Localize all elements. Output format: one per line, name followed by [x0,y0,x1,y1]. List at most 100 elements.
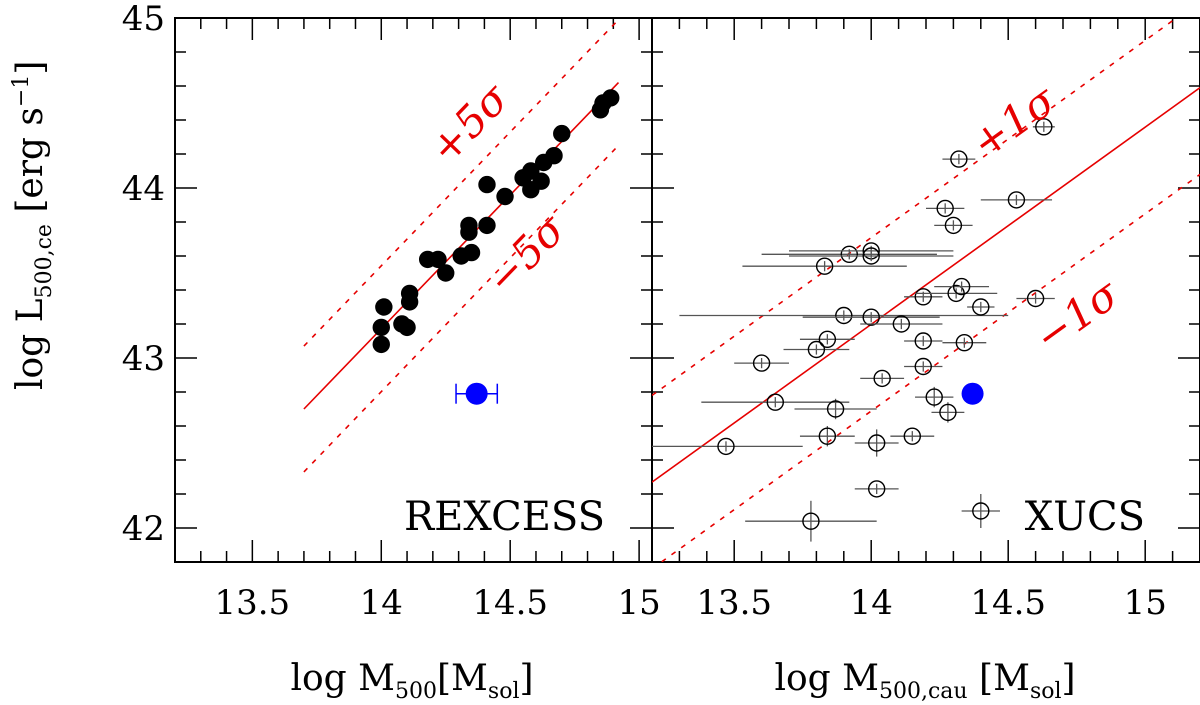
x-tick-label: 13.5 [214,583,290,623]
data-point [783,340,850,359]
point-marker [496,187,514,206]
point-marker [936,199,954,218]
panel-right: 13.5 14 14.5 15 +1σ −1σ XUCS [651,17,1200,623]
data-point [934,277,990,296]
data-point [904,357,943,376]
point-marker [460,216,478,235]
data-point [545,146,563,165]
point-marker [903,427,921,445]
highlight-point [455,382,499,405]
x-tick-label: 14.5 [472,583,548,623]
data-point [789,247,954,265]
highlight-marker [961,382,984,405]
data-point [372,318,390,337]
upper-band-label: +1σ [962,75,1065,168]
point-marker [717,437,735,456]
x-tick-label: 13.5 [696,583,772,623]
data-point [375,298,393,316]
panel-label: XUCS [1025,494,1145,540]
data-point [745,500,877,542]
point-marker [372,335,390,354]
data-point [398,318,416,337]
point-marker [752,354,771,372]
data-point [602,89,620,107]
point-marker [807,340,826,359]
point-marker [818,330,837,348]
data-point [761,245,937,264]
x-tick-label: 15 [1124,583,1167,623]
lower-band-line [660,173,1200,562]
data-point [942,150,976,168]
point-marker [462,243,481,262]
data-point [400,284,419,303]
data-point [967,298,995,316]
x-tick-label: 14 [360,583,403,623]
point-marker [818,427,837,445]
data-point [904,288,943,306]
point-marker [1035,118,1053,136]
point-marker [892,315,911,333]
point-marker [947,284,965,303]
y-tick-label: 44 [122,169,165,209]
point-marker [1007,191,1026,209]
point-marker [372,318,390,337]
data-point [553,124,571,143]
data-point [372,335,390,354]
point-marker [400,284,419,303]
data-point [478,175,496,194]
data-point [478,216,496,235]
y-tick-label: 42 [122,509,165,549]
data-point [742,257,907,275]
data-point [799,330,855,348]
panel-label: REXCESS [404,494,605,540]
point-marker [522,162,540,180]
data-point [980,191,1053,209]
point-marker [862,308,880,326]
point-marker [532,172,550,190]
point-marker [437,264,455,282]
upper-band-line [652,18,1178,397]
data-point [904,332,943,350]
data-point [799,426,855,447]
data-point [860,315,943,333]
data-point [860,369,905,388]
point-marker [873,369,891,388]
point-marker [840,245,858,264]
point-marker [375,298,393,316]
point-marker [944,216,963,235]
x-axis-label-right: log M500,cau [Msol] [774,658,1075,704]
point-marker [602,89,620,107]
lower-band-line [303,144,620,473]
point-marker [815,257,834,275]
data-point [532,172,550,190]
data-point [1032,118,1055,136]
point-marker [914,332,932,350]
point-marker [955,334,974,352]
data-point [961,494,1000,528]
data-point [854,429,899,457]
data-point [522,162,540,180]
point-marker [398,318,416,337]
x-tick-label: 14 [850,583,893,623]
data-point [890,427,935,445]
point-marker [478,175,496,194]
upper-band-line [303,19,620,347]
point-marker [914,288,932,306]
point-marker [914,357,932,376]
data-point [802,308,940,326]
point-marker [952,277,971,296]
plot-area [303,19,620,473]
point-marker [826,400,845,418]
x-tick-label: 15 [617,583,660,623]
data-point [496,187,514,206]
data-point [437,264,455,282]
data-point [794,398,877,420]
point-marker [950,150,968,168]
point-marker [972,298,990,316]
point-marker [553,124,571,143]
data-point [679,306,1009,325]
data-point [931,402,965,423]
upper-band-label: +5σ [420,73,519,173]
point-marker [862,247,880,265]
x-axis-label-left: log M500[Msol] [290,658,533,704]
